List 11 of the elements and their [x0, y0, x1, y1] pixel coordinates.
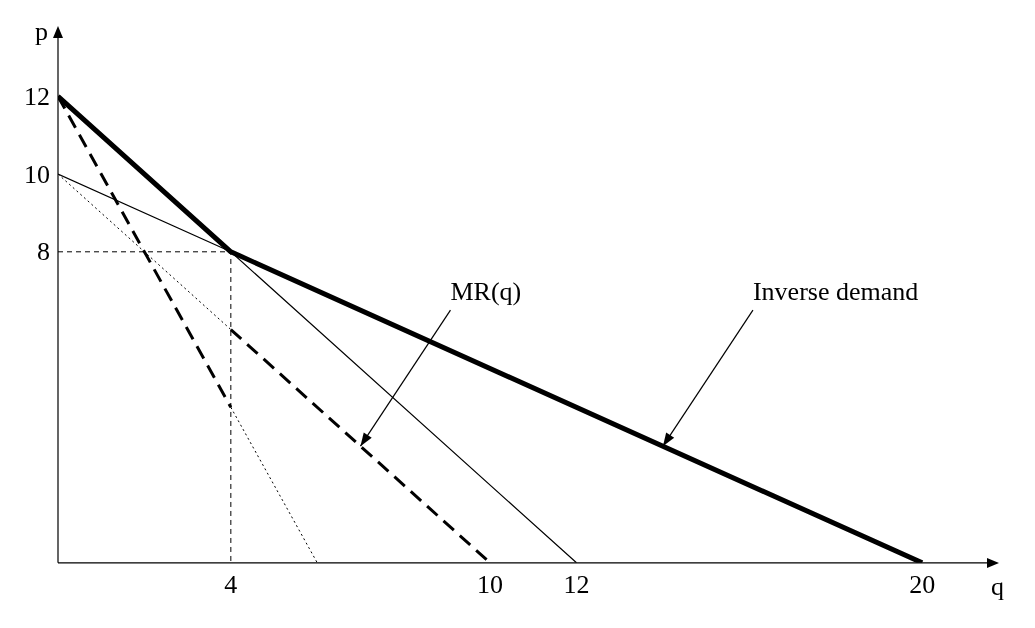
y-tick-label: 12 [24, 81, 50, 111]
x-axis-title: q [991, 571, 1004, 601]
x-tick-label: 10 [477, 570, 504, 600]
annotation: Inverse demand [752, 277, 919, 307]
x-tick-label: 4 [224, 570, 238, 600]
x-tick-label: 12 [563, 570, 590, 600]
y-tick-label: 8 [37, 237, 50, 267]
y-tick-label: 10 [24, 159, 50, 189]
annotation: MR(q) [450, 277, 522, 307]
x-tick-label: 20 [909, 570, 936, 600]
y-axis-title: p [35, 16, 48, 46]
